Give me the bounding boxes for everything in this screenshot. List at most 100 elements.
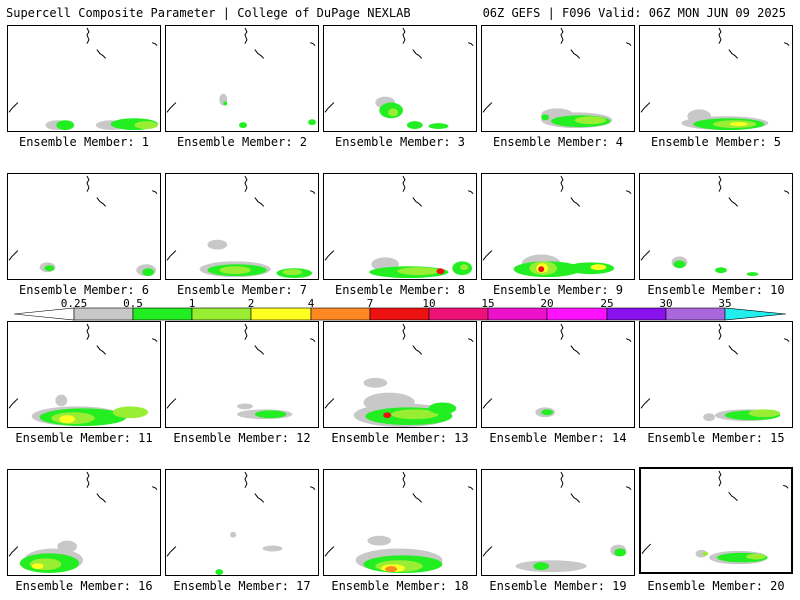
member-map-13[interactable] xyxy=(323,321,477,428)
member-map-8[interactable] xyxy=(323,173,477,280)
scp-contour-area xyxy=(254,410,287,419)
scp-contour-area xyxy=(614,548,627,557)
scp-contour-area xyxy=(56,120,75,131)
member-label-3: Ensemble Member: 3 xyxy=(334,135,466,149)
coastline-outline xyxy=(783,484,789,489)
coastline-outline xyxy=(412,49,423,59)
scp-contour-area xyxy=(460,264,469,271)
coastline-outline xyxy=(482,546,493,557)
colorbar-segment xyxy=(428,307,489,321)
coastline-outline xyxy=(482,250,493,261)
scp-contour-area xyxy=(391,409,439,420)
coastline-outline xyxy=(728,49,739,59)
scp-contour-area xyxy=(574,116,607,125)
member-label-16: Ensemble Member: 16 xyxy=(15,579,153,593)
member-label-2: Ensemble Member: 2 xyxy=(176,135,308,149)
colorbar-segment xyxy=(665,307,726,321)
colorbar-segment xyxy=(132,307,193,321)
coastline-outline xyxy=(166,250,177,261)
coastline-outline xyxy=(728,197,739,207)
coastline-outline xyxy=(402,27,406,44)
scp-contour-area xyxy=(308,119,317,126)
colorbar-tick-label: 4 xyxy=(307,297,315,310)
member-map-20[interactable] xyxy=(639,467,793,574)
coastline-outline xyxy=(625,338,632,342)
member-map-1[interactable] xyxy=(7,25,161,132)
coastline-outline xyxy=(166,398,177,409)
coastline-outline xyxy=(402,175,406,192)
coastline-outline xyxy=(412,345,423,355)
colorbar-tick-label: 15 xyxy=(481,297,495,310)
colorbar-segment xyxy=(73,307,134,321)
colorbar-segment xyxy=(546,307,608,321)
member-label-4: Ensemble Member: 4 xyxy=(492,135,624,149)
coastline-outline xyxy=(412,197,423,207)
colorbar-tick-label: 0.25 xyxy=(60,297,88,310)
member-map-18[interactable] xyxy=(323,469,477,576)
scp-contour-area xyxy=(538,266,545,273)
coastline-outline xyxy=(324,398,335,409)
member-map-16[interactable] xyxy=(7,469,161,576)
member-label-14: Ensemble Member: 14 xyxy=(489,431,627,445)
coastline-outline xyxy=(309,486,316,490)
colorbar-tick-label: 7 xyxy=(366,297,374,310)
colorbar-segment xyxy=(250,307,312,321)
scp-contour-area xyxy=(428,402,457,415)
coastline-outline xyxy=(570,49,581,59)
coastline-outline xyxy=(86,323,90,340)
scp-contour-area xyxy=(397,267,441,276)
coastline-outline xyxy=(570,197,581,207)
scp-contour-area xyxy=(729,122,748,127)
scp-contour-area xyxy=(703,413,716,422)
member-map-19[interactable] xyxy=(481,469,635,576)
member-map-5[interactable] xyxy=(639,25,793,132)
member-map-11[interactable] xyxy=(7,321,161,428)
scp-contour-area xyxy=(262,545,283,552)
coastline-outline xyxy=(467,486,474,490)
member-label-11: Ensemble Member: 11 xyxy=(15,431,153,445)
coastline-outline xyxy=(640,398,651,409)
coastline-outline xyxy=(244,175,248,192)
coastline-outline xyxy=(625,486,632,490)
scp-contour-area xyxy=(428,123,449,130)
member-map-12[interactable] xyxy=(165,321,319,428)
coastline-outline xyxy=(560,471,564,488)
scp-contour-area xyxy=(388,108,399,117)
scp-contour-area xyxy=(282,269,303,276)
coastline-outline xyxy=(560,323,564,340)
member-label-13: Ensemble Member: 13 xyxy=(331,431,469,445)
member-map-14[interactable] xyxy=(481,321,635,428)
colorbar-tick-label: 10 xyxy=(422,297,436,310)
member-map-9[interactable] xyxy=(481,173,635,280)
scp-contour-area xyxy=(673,260,686,269)
colorbar-tick-label: 0.5 xyxy=(123,297,143,310)
scp-contour-area xyxy=(55,394,68,407)
coastline-outline xyxy=(783,190,790,194)
coastline-outline xyxy=(412,493,423,503)
member-map-2[interactable] xyxy=(165,25,319,132)
scp-contour-area xyxy=(748,409,781,418)
colorbar-tick-label: 1 xyxy=(188,297,196,310)
coastline-outline xyxy=(244,27,248,44)
scp-contour-area xyxy=(112,406,149,419)
member-map-10[interactable] xyxy=(639,173,793,280)
scp-contour-area xyxy=(44,265,55,272)
coastline-outline xyxy=(151,190,158,194)
member-map-7[interactable] xyxy=(165,173,319,280)
member-map-4[interactable] xyxy=(481,25,635,132)
member-label-15: Ensemble Member: 15 xyxy=(647,431,785,445)
coastline-outline xyxy=(254,49,265,59)
member-map-15[interactable] xyxy=(639,321,793,428)
member-map-6[interactable] xyxy=(7,173,161,280)
scp-contour-area xyxy=(515,560,587,573)
coastline-outline xyxy=(640,102,651,113)
coastline-outline xyxy=(402,323,406,340)
colorbar-tick-label: 25 xyxy=(600,297,614,310)
coastline-outline xyxy=(86,175,90,192)
coastline-outline xyxy=(718,175,722,192)
scp-contour-area xyxy=(383,412,392,419)
member-label-9: Ensemble Member: 9 xyxy=(492,283,624,297)
member-map-17[interactable] xyxy=(165,469,319,576)
member-map-3[interactable] xyxy=(323,25,477,132)
coastline-outline xyxy=(625,190,632,194)
